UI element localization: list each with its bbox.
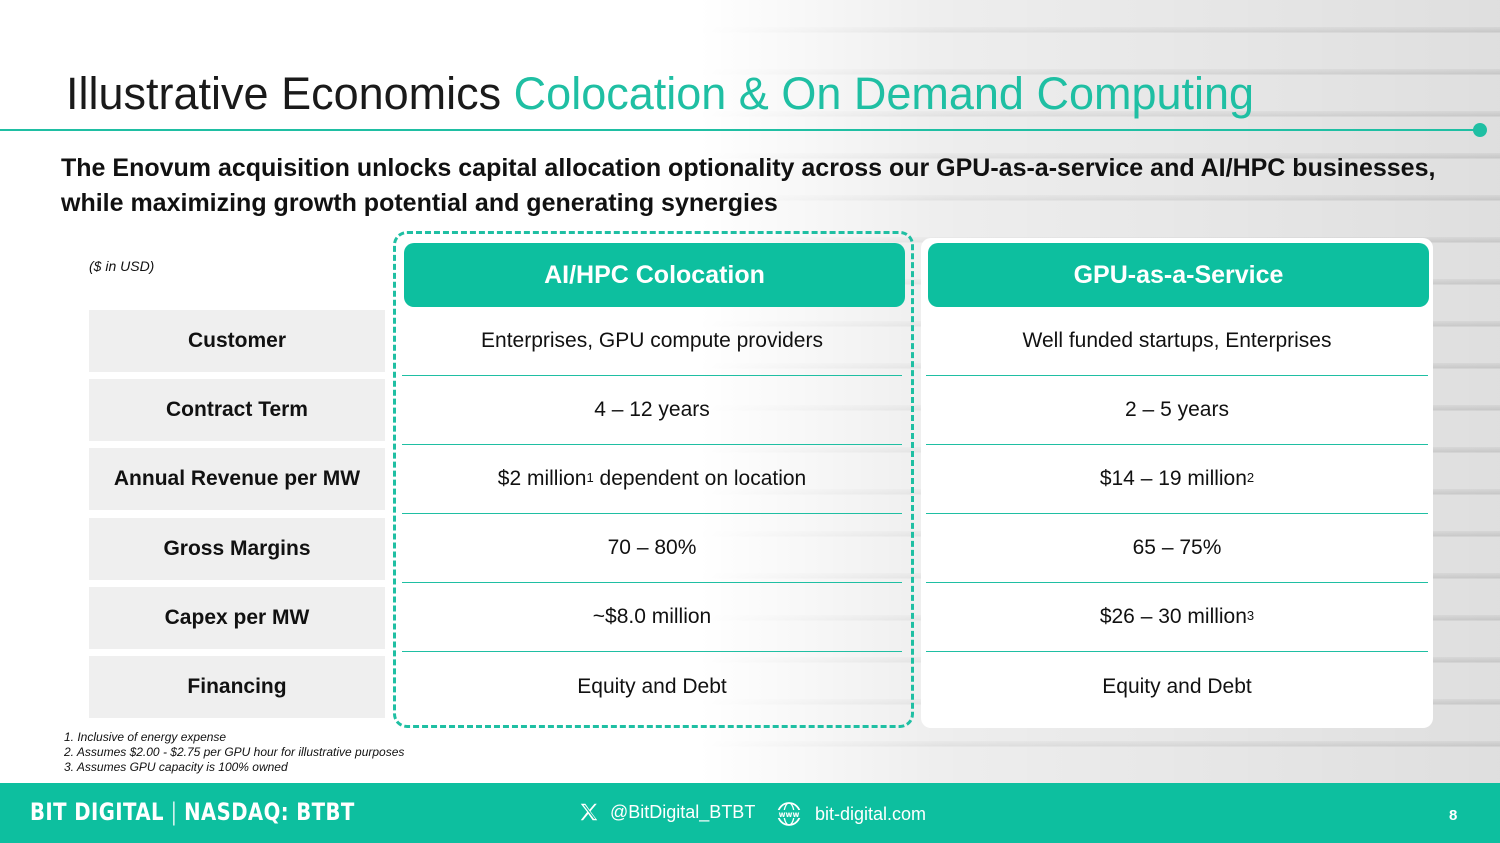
cell-gpuaas-capex: $26 – 30 million 3 bbox=[926, 583, 1428, 651]
website-link[interactable]: www bit-digital.com bbox=[775, 800, 926, 828]
footer-bar: BIT DIGITAL | NASDAQ: BTBT @BitDigital_BTB… bbox=[0, 783, 1500, 843]
cell-colocation-customer: Enterprises, GPU compute providers bbox=[481, 329, 823, 352]
value-suffix: dependent on location bbox=[593, 467, 807, 490]
twitter-handle: @BitDigital_BTBT bbox=[610, 801, 756, 822]
page-title: Illustrative Economics Colocation & On D… bbox=[66, 68, 1254, 120]
units-note: ($ in USD) bbox=[89, 258, 155, 274]
row-separator bbox=[926, 444, 1428, 445]
footnote: 2. Assumes $2.00 - $2.75 per GPU hour fo… bbox=[64, 745, 405, 759]
value: $26 – 30 million bbox=[1099, 605, 1247, 628]
cell-colocation-financing: Equity and Debt bbox=[577, 675, 727, 698]
website-url: bit-digital.com bbox=[815, 803, 927, 824]
row-label-financing: Financing bbox=[89, 656, 385, 718]
row-label-contract-term: Contract Term bbox=[89, 379, 385, 441]
row-label-capex: Capex per MW bbox=[89, 587, 385, 649]
brand-logo: BIT DIGITAL | NASDAQ: BTBT bbox=[30, 798, 355, 826]
row-label-gross-margins: Gross Margins bbox=[89, 518, 385, 580]
svg-text:www: www bbox=[779, 810, 800, 819]
cell-gpuaas-gross-margins: 65 – 75% bbox=[1132, 536, 1222, 559]
row-separator bbox=[402, 375, 902, 376]
title-main: Illustrative Economics bbox=[66, 68, 502, 119]
cell-gpuaas-contract-term: 2 – 5 years bbox=[1125, 398, 1229, 421]
page-number: 8 bbox=[1449, 807, 1458, 824]
row-separator bbox=[926, 513, 1428, 514]
colocation-highlight-box bbox=[393, 231, 914, 728]
column-header-gpuaas: GPU-as-a-Service bbox=[928, 243, 1429, 307]
column-header-colocation: AI/HPC Colocation bbox=[404, 243, 905, 307]
cell-colocation-gross-margins: 70 – 80% bbox=[607, 536, 697, 559]
value: $2 million bbox=[497, 467, 587, 490]
row-separator bbox=[402, 444, 902, 445]
footnote-ref: 1 bbox=[586, 469, 594, 485]
row-separator bbox=[926, 375, 1428, 376]
brand-ticker: NASDAQ: BTBT bbox=[184, 798, 355, 826]
footnote: 3. Assumes GPU capacity is 100% owned bbox=[64, 760, 288, 774]
title-accent: Colocation & On Demand Computing bbox=[513, 68, 1255, 119]
row-separator bbox=[926, 582, 1428, 583]
cell-colocation-annual-revenue: $2 million 1 dependent on location bbox=[402, 445, 902, 513]
brand-name: BIT DIGITAL bbox=[30, 798, 164, 826]
twitter-link[interactable]: @BitDigital_BTBT bbox=[578, 801, 755, 823]
row-label-customer: Customer bbox=[89, 310, 385, 372]
www-globe-icon: www bbox=[775, 800, 803, 828]
value: $14 – 19 million bbox=[1099, 467, 1247, 490]
row-label-annual-revenue: Annual Revenue per MW bbox=[89, 448, 385, 510]
x-logo-icon bbox=[578, 801, 600, 823]
row-separator bbox=[402, 582, 902, 583]
cell-colocation-contract-term: 4 – 12 years bbox=[594, 398, 710, 421]
cell-gpuaas-financing: Equity and Debt bbox=[1102, 675, 1252, 698]
footnotes: 1. Inclusive of energy expense 2. Assume… bbox=[64, 730, 404, 775]
row-separator bbox=[402, 651, 902, 652]
gpuaas-card bbox=[921, 238, 1433, 728]
footnote-ref: 2 bbox=[1246, 469, 1255, 485]
brand-divider: | bbox=[170, 798, 178, 826]
footnote: 1. Inclusive of energy expense bbox=[64, 730, 227, 744]
footnote-ref: 3 bbox=[1246, 607, 1255, 623]
subtitle: The Enovum acquisition unlocks capital a… bbox=[61, 154, 1436, 217]
cell-colocation-capex: ~$8.0 million bbox=[592, 605, 712, 628]
cell-gpuaas-annual-revenue: $14 – 19 million 2 bbox=[926, 445, 1428, 513]
title-rule-dot bbox=[1473, 123, 1487, 137]
row-separator bbox=[926, 651, 1428, 652]
title-rule bbox=[0, 129, 1480, 131]
row-separator bbox=[402, 513, 902, 514]
cell-gpuaas-customer: Well funded startups, Enterprises bbox=[1022, 329, 1332, 352]
